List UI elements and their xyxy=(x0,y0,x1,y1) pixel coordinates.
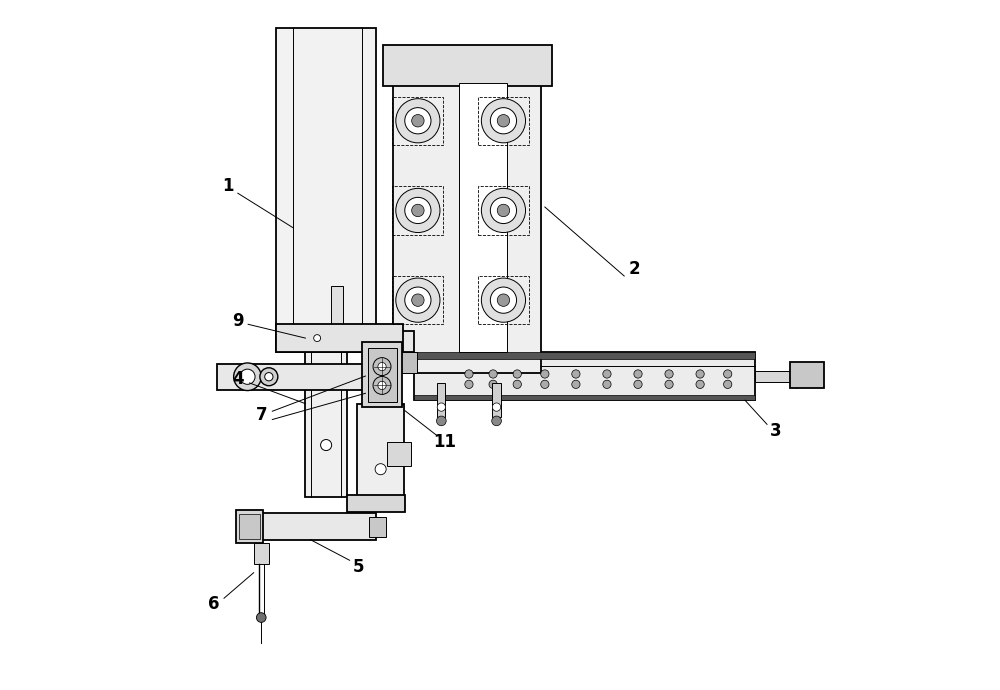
Circle shape xyxy=(321,440,332,451)
Circle shape xyxy=(412,204,424,217)
Circle shape xyxy=(405,287,431,313)
Circle shape xyxy=(396,278,440,322)
Circle shape xyxy=(490,108,517,134)
Circle shape xyxy=(696,370,704,378)
Circle shape xyxy=(256,613,266,622)
Bar xyxy=(254,543,269,564)
Circle shape xyxy=(665,380,673,388)
Text: 2: 2 xyxy=(629,260,640,278)
Circle shape xyxy=(260,368,278,386)
Circle shape xyxy=(412,294,424,306)
Text: 5: 5 xyxy=(353,558,364,576)
Circle shape xyxy=(437,416,446,426)
Bar xyxy=(790,362,824,388)
Bar xyxy=(414,352,755,400)
Bar xyxy=(383,45,552,86)
Bar xyxy=(236,510,263,543)
Bar xyxy=(368,348,396,402)
Circle shape xyxy=(490,197,517,224)
Circle shape xyxy=(481,278,526,322)
Circle shape xyxy=(724,370,732,378)
Bar xyxy=(392,186,443,235)
Circle shape xyxy=(373,357,391,375)
Circle shape xyxy=(240,369,255,384)
Circle shape xyxy=(492,416,501,426)
Bar xyxy=(459,83,507,352)
Circle shape xyxy=(405,108,431,134)
Bar xyxy=(414,352,755,359)
Circle shape xyxy=(497,294,510,306)
Circle shape xyxy=(489,370,497,378)
Bar xyxy=(478,276,529,324)
Bar xyxy=(241,513,376,540)
Circle shape xyxy=(265,373,273,381)
Circle shape xyxy=(437,403,445,411)
Text: 9: 9 xyxy=(232,312,244,330)
Bar xyxy=(347,495,405,512)
Circle shape xyxy=(314,335,321,342)
Bar xyxy=(478,186,529,235)
Circle shape xyxy=(603,370,611,378)
Circle shape xyxy=(497,115,510,127)
Circle shape xyxy=(541,370,549,378)
Circle shape xyxy=(465,370,473,378)
Circle shape xyxy=(513,380,521,388)
Bar xyxy=(392,276,443,324)
Bar xyxy=(400,352,417,373)
Circle shape xyxy=(490,287,517,313)
Bar xyxy=(393,55,541,373)
Circle shape xyxy=(724,380,732,388)
Bar xyxy=(217,364,365,390)
Circle shape xyxy=(634,370,642,378)
Circle shape xyxy=(234,363,261,391)
Circle shape xyxy=(541,380,549,388)
Circle shape xyxy=(665,370,673,378)
Bar xyxy=(276,324,403,352)
Circle shape xyxy=(492,403,501,411)
Circle shape xyxy=(373,377,391,395)
Bar xyxy=(387,442,411,466)
Bar xyxy=(755,371,793,382)
Bar xyxy=(305,345,347,497)
Circle shape xyxy=(396,99,440,143)
Circle shape xyxy=(375,464,386,475)
Circle shape xyxy=(489,380,497,388)
Circle shape xyxy=(634,380,642,388)
Text: 1: 1 xyxy=(222,177,233,195)
Bar xyxy=(239,514,260,539)
Circle shape xyxy=(497,204,510,217)
Bar xyxy=(331,286,343,328)
Text: 4: 4 xyxy=(232,371,244,388)
Circle shape xyxy=(412,115,424,127)
Bar xyxy=(276,331,414,352)
Circle shape xyxy=(572,380,580,388)
Circle shape xyxy=(465,380,473,388)
Bar xyxy=(392,97,443,145)
Circle shape xyxy=(696,380,704,388)
Text: 3: 3 xyxy=(770,422,782,440)
Bar xyxy=(357,404,404,497)
Circle shape xyxy=(481,188,526,233)
Bar xyxy=(492,383,501,417)
Bar xyxy=(478,97,529,145)
Circle shape xyxy=(603,380,611,388)
Circle shape xyxy=(378,362,386,371)
Circle shape xyxy=(378,382,386,390)
Bar xyxy=(369,518,386,537)
Circle shape xyxy=(481,99,526,143)
Text: 11: 11 xyxy=(433,433,456,451)
Circle shape xyxy=(572,370,580,378)
Bar xyxy=(437,383,445,417)
Circle shape xyxy=(513,370,521,378)
Bar xyxy=(414,395,755,400)
Bar xyxy=(276,28,376,331)
Circle shape xyxy=(396,188,440,233)
Bar xyxy=(362,342,402,407)
Text: 6: 6 xyxy=(208,595,219,613)
Text: 7: 7 xyxy=(256,406,268,424)
Circle shape xyxy=(405,197,431,224)
